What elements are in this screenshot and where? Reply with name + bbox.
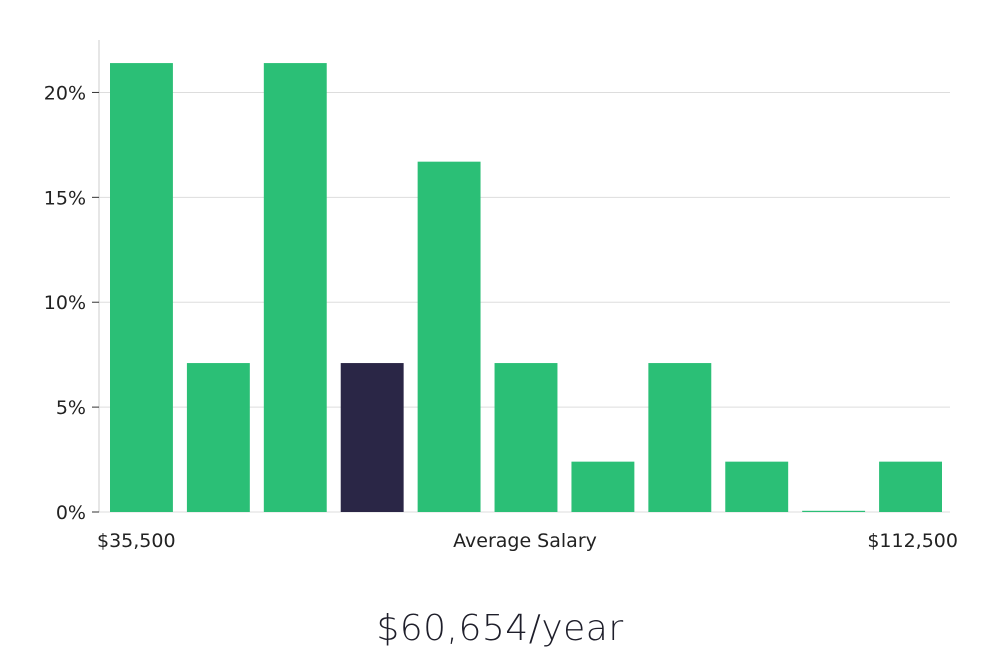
y-tick-label: 10%	[44, 292, 86, 314]
bar	[417, 161, 481, 512]
bar-highlighted	[340, 363, 404, 512]
bar	[571, 461, 635, 512]
bar	[110, 63, 173, 512]
bars	[110, 63, 942, 512]
y-axis-ticks: 0% 5% 10% 15% 20%	[44, 82, 99, 524]
x-axis-min-label: $35,500	[97, 530, 176, 552]
y-tick-label: 20%	[44, 82, 86, 104]
average-salary-readout: $60,654/year	[376, 608, 624, 649]
x-axis-title: Average Salary	[453, 530, 597, 552]
y-tick-label: 0%	[56, 502, 86, 524]
bar	[725, 461, 789, 512]
bar	[494, 363, 558, 512]
salary-histogram-chart: 0% 5% 10% 15% 20% $35,500 Average Salary $11…	[44, 40, 958, 552]
bar	[263, 63, 327, 512]
bar	[186, 363, 250, 512]
bar	[879, 461, 942, 512]
bar	[648, 363, 712, 512]
bar	[802, 510, 866, 512]
x-axis-max-label: $112,500	[867, 530, 958, 552]
y-tick-label: 15%	[44, 187, 86, 209]
y-tick-label: 5%	[56, 397, 86, 419]
